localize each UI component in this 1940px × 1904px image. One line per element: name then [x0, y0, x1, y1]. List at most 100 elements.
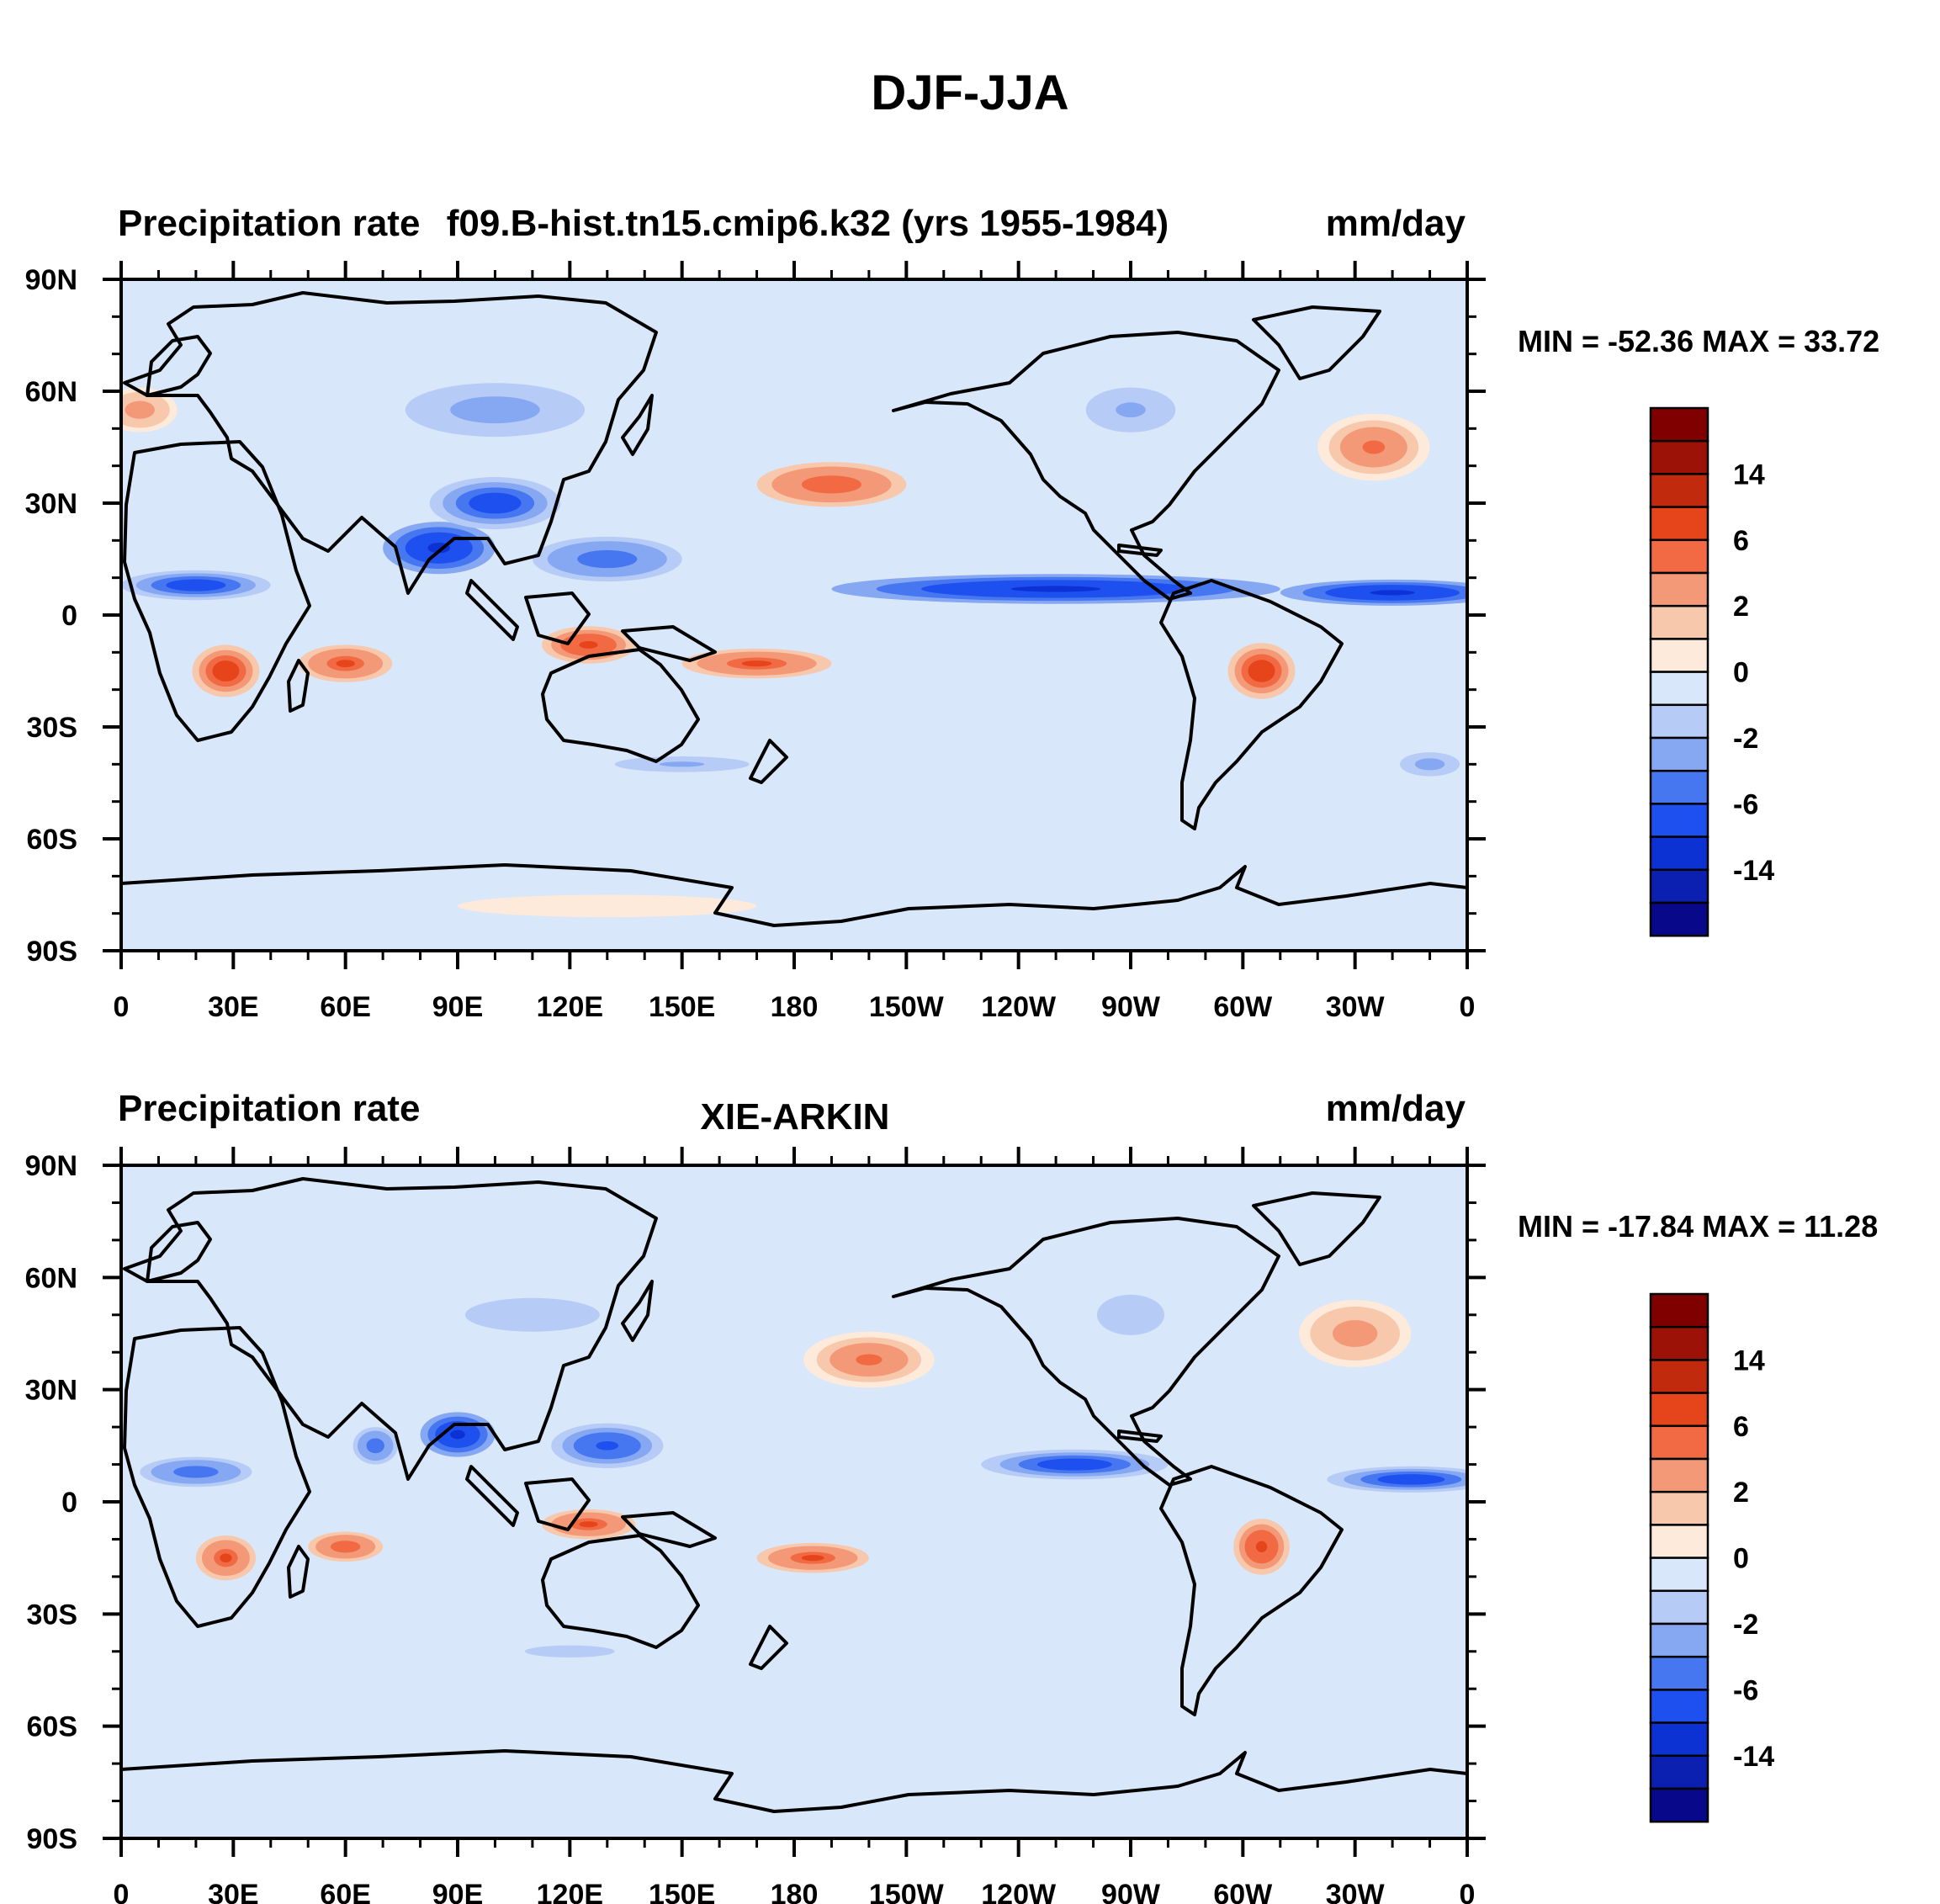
- colorbar-box: [1649, 439, 1709, 475]
- coast-sumatra: [465, 579, 519, 641]
- contour-region: [1010, 586, 1101, 592]
- contour-region: [472, 403, 518, 417]
- contour-field: [121, 1165, 1467, 1838]
- contour-region: [1255, 1541, 1268, 1553]
- colorbar-label: 2: [1733, 1477, 1749, 1509]
- x-tick-label: 120E: [537, 1879, 603, 1904]
- colorbar-box: [1649, 1754, 1709, 1790]
- coast-borneo: [524, 591, 591, 645]
- x-tick-label: 0: [1460, 1879, 1476, 1904]
- colorbar-box: [1649, 1787, 1709, 1823]
- x-tick-label: 0: [1460, 991, 1476, 1023]
- coastlines: [121, 1177, 1467, 1813]
- x-tick-label: 180: [771, 991, 819, 1023]
- colorbar-box: [1649, 1721, 1709, 1758]
- colorbar-box: [1649, 1689, 1709, 1724]
- x-tick-label: 60E: [320, 991, 371, 1023]
- contour-region: [547, 1648, 592, 1655]
- left-title: Precipitation rate: [118, 1088, 420, 1129]
- colorbar-box: [1649, 1292, 1709, 1329]
- coast-newzealand: [749, 1625, 788, 1670]
- colorbar-box: [1649, 671, 1709, 707]
- colorbar-box: [1649, 1589, 1709, 1626]
- colorbar: 14 6 2 0 -2 -6 -14: [1649, 406, 1774, 937]
- coast-africa: [123, 440, 311, 742]
- coast-japan: [621, 1280, 654, 1342]
- coast-greenland: [1252, 305, 1381, 380]
- field-background: [121, 279, 1467, 951]
- coast-antarctica: [121, 863, 1467, 927]
- x-tick-label: 150E: [649, 1879, 715, 1904]
- panel-model: Precipitation rate f09.B-hist.tn15.cmip6…: [25, 203, 1880, 1023]
- colorbar-box: [1649, 769, 1709, 805]
- contour-region: [181, 581, 211, 589]
- contour-region: [801, 1555, 824, 1562]
- colorbar-box: [1649, 406, 1709, 443]
- colorbar-label: 14: [1733, 1344, 1765, 1376]
- y-tick-label: 60S: [27, 1711, 78, 1743]
- contour-region: [220, 1553, 232, 1562]
- contour-region: [816, 480, 847, 490]
- coast-madagascar: [287, 659, 310, 713]
- colorbar-box: [1649, 571, 1709, 607]
- contour-region: [1362, 440, 1386, 454]
- coast-newzealand: [749, 739, 788, 784]
- x-tick-label: 30W: [1326, 991, 1386, 1023]
- y-tick-label: 30S: [27, 712, 78, 744]
- contour-region: [510, 1309, 555, 1321]
- colorbar-label: 0: [1733, 657, 1749, 689]
- x-tick-label: 0: [114, 991, 130, 1023]
- colorbar-box: [1649, 506, 1709, 542]
- colorbar-box: [1649, 1490, 1709, 1526]
- coast-sumatra: [465, 1465, 519, 1527]
- colorbar-box: [1649, 1557, 1709, 1593]
- colorbar-box: [1649, 604, 1709, 640]
- left-title: Precipitation rate: [118, 203, 420, 244]
- stats-text: MIN = -17.84 MAX = 11.28: [1518, 1209, 1878, 1244]
- y-tick-label: 60N: [25, 1262, 77, 1294]
- colorbar-box: [1649, 901, 1709, 937]
- colorbar-label: -2: [1733, 1609, 1758, 1641]
- axes: 0 30E 60E 90E 120E 150E 180 150W 120W 90W 60W 30W 0 9…: [25, 261, 1486, 1023]
- colorbar-box: [1649, 835, 1709, 872]
- x-tick-label: 30W: [1326, 1879, 1386, 1904]
- y-tick-label: 90S: [27, 936, 78, 968]
- contour-region: [132, 405, 148, 415]
- x-tick-label: 90E: [432, 1879, 484, 1904]
- coastlines: [121, 291, 1467, 927]
- coast-madagascar: [287, 1545, 310, 1599]
- y-tick-label: 0: [61, 600, 77, 632]
- x-tick-label: 30E: [208, 1879, 259, 1904]
- contour-region: [336, 660, 355, 668]
- stats-text: MIN = -52.36 MAX = 33.72: [1518, 324, 1879, 358]
- coast-australia: [541, 648, 700, 763]
- colorbar-label: 6: [1733, 525, 1749, 557]
- y-tick-label: 60S: [27, 824, 78, 856]
- contour-region: [450, 1429, 465, 1440]
- coast-newguinea: [621, 1511, 717, 1548]
- colorbar-box: [1649, 473, 1709, 508]
- contour-region: [592, 554, 623, 564]
- colorbar-box: [1649, 1622, 1709, 1658]
- colorbar-box: [1649, 638, 1709, 673]
- colorbar-label: -14: [1733, 1741, 1774, 1773]
- x-tick-label: 60W: [1213, 1879, 1273, 1904]
- coast-borneo: [524, 1477, 591, 1531]
- contour-region: [579, 641, 598, 649]
- contour-region: [596, 1441, 619, 1451]
- colorbar-label: -2: [1733, 723, 1758, 755]
- colorbar-box: [1649, 1524, 1709, 1559]
- coast-eurasia: [123, 1177, 658, 1481]
- coast-australia: [541, 1534, 700, 1649]
- colorbar-box: [1649, 1457, 1709, 1493]
- x-tick-label: 90W: [1101, 1879, 1161, 1904]
- contour-region: [1394, 1477, 1428, 1482]
- right-title: mm/day: [1326, 1088, 1466, 1129]
- y-tick-label: 60N: [25, 376, 77, 408]
- contour-region: [1370, 590, 1415, 596]
- y-tick-label: 90N: [25, 264, 77, 296]
- colorbar-label: 0: [1733, 1543, 1749, 1575]
- colorbar-box: [1649, 703, 1709, 740]
- colorbar-box: [1649, 1424, 1709, 1461]
